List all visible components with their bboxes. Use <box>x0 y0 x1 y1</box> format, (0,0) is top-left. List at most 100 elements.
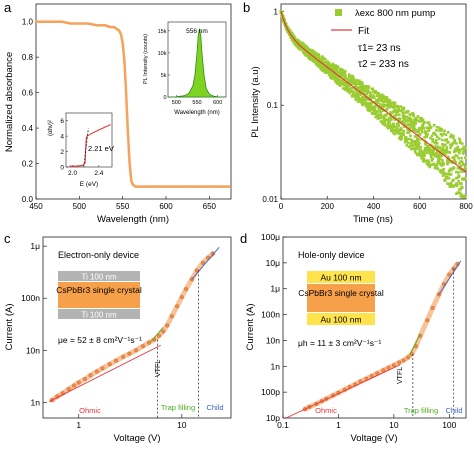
decay-point <box>355 82 359 86</box>
decay-point <box>424 131 428 134</box>
x-tick-label-b: 0 <box>279 202 284 211</box>
decay-point <box>368 103 372 107</box>
decay-point <box>455 176 458 180</box>
decay-point <box>449 135 452 139</box>
decay-point <box>359 84 363 88</box>
panel-c: c Electron-only device Ti 100 nm CsPbBr3… <box>4 231 232 444</box>
decay-point <box>381 109 385 112</box>
decay-point <box>327 64 330 68</box>
decay-point <box>430 134 434 138</box>
au-layer-bottom <box>307 313 375 325</box>
decay-point <box>452 178 455 182</box>
decay-point <box>343 82 346 86</box>
decay-point <box>301 42 305 46</box>
decay-point <box>378 93 381 97</box>
iv-point <box>76 380 81 385</box>
x-axis-label-a: Wavelength (nm) <box>97 214 169 225</box>
au-layer-top-label: Au 100 nm <box>320 273 361 283</box>
decay-point <box>452 185 455 189</box>
decay-point <box>432 148 435 152</box>
decay-point <box>371 87 375 91</box>
decay-point <box>315 62 318 65</box>
plot-frame-c <box>42 236 232 419</box>
decay-point <box>410 138 414 142</box>
decay-point <box>354 93 358 97</box>
legend-data-label: λexc 800 nm pump <box>355 8 435 19</box>
decay-point <box>453 139 457 142</box>
decay-point <box>445 146 449 149</box>
decay-point <box>400 137 403 140</box>
decay-point <box>394 105 397 108</box>
decay-point <box>446 182 450 186</box>
decay-point <box>458 139 462 143</box>
inset-pl-x-tick-label: 600 <box>213 100 222 106</box>
decay-point <box>420 119 423 123</box>
x-tick-label-d: 100 <box>442 420 456 430</box>
decay-point <box>461 177 465 180</box>
decay-point <box>382 95 386 98</box>
decay-point <box>403 117 406 120</box>
decay-point <box>386 100 389 104</box>
decay-point <box>432 132 436 136</box>
decay-point <box>369 96 373 99</box>
decay-point <box>418 120 421 123</box>
decay-point <box>416 133 420 137</box>
decay-point <box>412 119 416 122</box>
decay-point <box>393 132 397 136</box>
decay-point <box>422 150 426 154</box>
iv-point <box>100 366 105 371</box>
decay-point <box>394 129 397 132</box>
decay-point <box>398 137 401 140</box>
ti-layer-bottom-label: Ti 100 nm <box>81 311 117 320</box>
decay-point <box>379 120 383 123</box>
decay-point <box>332 66 336 69</box>
y-ticks-d: 10p 100p 1n 10n 100n 1μ 10μ 100μ <box>261 232 287 423</box>
decay-point <box>335 74 338 78</box>
decay-point <box>409 118 413 121</box>
decay-point <box>434 154 437 158</box>
decay-point <box>461 142 464 145</box>
decay-point <box>463 156 467 160</box>
decay-point <box>423 135 426 139</box>
decay-point <box>450 143 454 147</box>
decay-point <box>438 129 441 132</box>
tauc-fit-line <box>83 128 89 168</box>
decay-point <box>364 102 367 105</box>
decay-point <box>448 172 452 176</box>
decay-point <box>412 128 415 132</box>
decay-point <box>457 156 460 160</box>
decay-point <box>393 103 397 107</box>
decay-point <box>408 129 412 133</box>
decay-point <box>378 102 382 106</box>
iv-point <box>200 260 205 265</box>
decay-point <box>352 91 355 95</box>
decay-point <box>452 166 456 170</box>
decay-point <box>366 97 369 100</box>
decay-point <box>403 114 406 118</box>
decay-point <box>416 139 420 143</box>
x-ticks-a: 450 500 550 600 650 <box>29 196 217 211</box>
decay-point <box>437 155 440 158</box>
decay-point <box>446 130 450 134</box>
decay-point <box>442 132 446 135</box>
decay-point <box>420 116 423 120</box>
decay-point <box>428 146 432 150</box>
panel-b: b 0 200 400 600 800 0.01 0.1 1 λexc 800 nm pum… <box>243 0 473 225</box>
decay-point <box>446 162 449 166</box>
decay-point <box>360 81 363 84</box>
iv-point <box>140 344 145 349</box>
inset-tauc-ticks: 2.0 2.4 0 2 4 6 <box>60 118 103 177</box>
decay-point <box>441 164 444 167</box>
decay-point <box>391 129 395 132</box>
decay-point <box>401 113 405 117</box>
decay-point <box>399 105 403 108</box>
decay-point <box>443 172 446 176</box>
decay-point <box>355 79 358 82</box>
decay-point <box>409 144 412 148</box>
decay-point <box>397 124 400 127</box>
decay-point <box>372 95 376 99</box>
decay-point <box>415 140 418 144</box>
decay-point <box>460 193 463 196</box>
decay-point <box>458 188 461 191</box>
y-axis-label-c: Current (A) <box>4 304 15 351</box>
